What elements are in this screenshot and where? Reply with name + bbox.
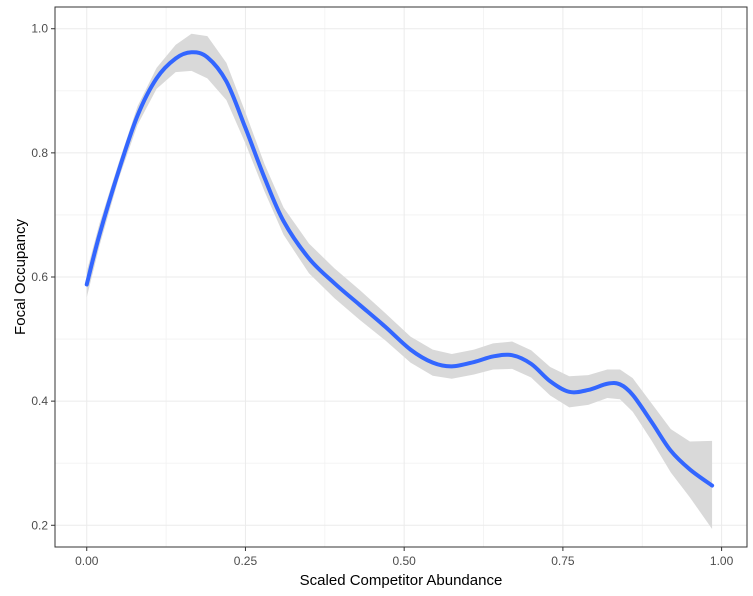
x-tick-label: 0.75 — [551, 554, 575, 568]
grid-major — [55, 7, 747, 547]
y-tick-label: 0.8 — [31, 146, 48, 160]
y-tick-label: 0.2 — [31, 518, 48, 532]
confidence-band — [86, 33, 713, 529]
y-tick-label: 1.0 — [31, 22, 48, 36]
x-tick-label: 0.50 — [392, 554, 416, 568]
y-tick-label: 0.6 — [31, 270, 48, 284]
y-tick-label: 0.4 — [31, 394, 48, 408]
x-tick-label: 0.00 — [75, 554, 99, 568]
y-axis: 0.2 0.4 0.6 0.8 1.0 — [31, 22, 55, 532]
trend-line — [84, 50, 715, 488]
x-tick-label: 1.00 — [710, 554, 734, 568]
y-axis-title: Focal Occupancy — [12, 219, 29, 335]
x-axis: 0.00 0.25 0.50 0.75 1.00 — [75, 547, 734, 568]
x-axis-title: Scaled Competitor Abundance — [300, 572, 503, 589]
x-tick-label: 0.25 — [234, 554, 258, 568]
